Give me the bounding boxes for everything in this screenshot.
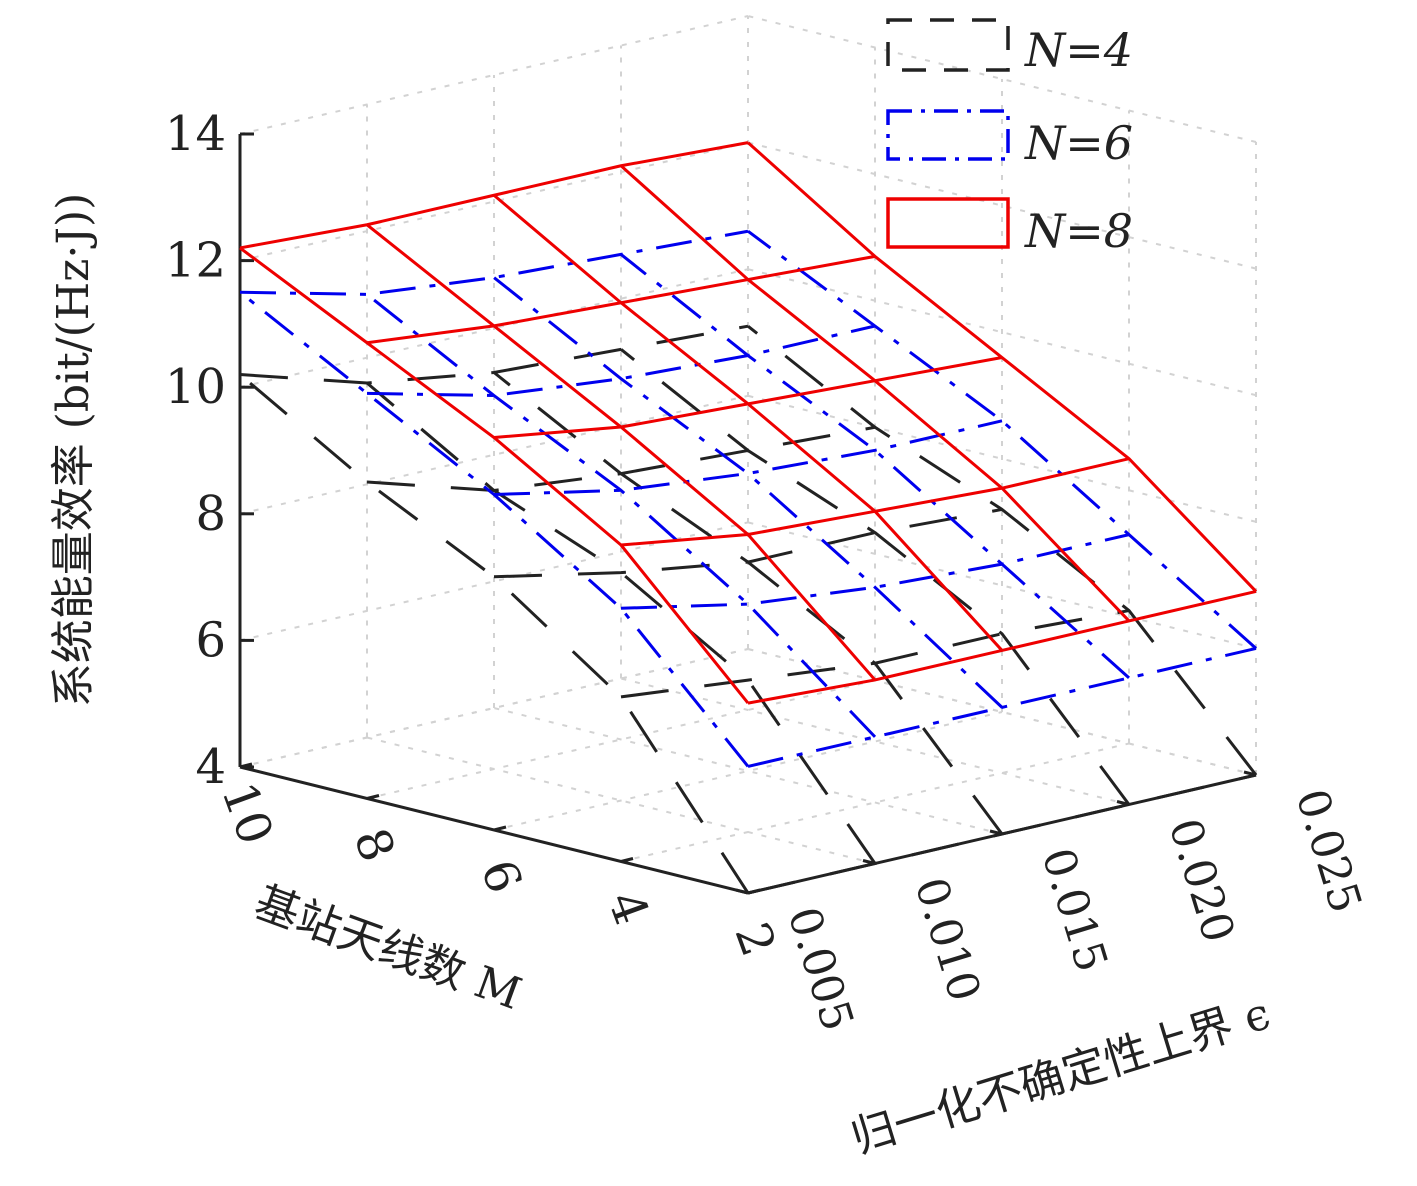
- grid-line-floor-eps: [366, 736, 876, 865]
- grid-line-backwall-z: [239, 15, 749, 135]
- mesh-line-m: [493, 419, 1003, 497]
- grid-line-floor-m: [493, 711, 1003, 831]
- z-axis-label: 系统能量效率 (bit/(Hz·J)): [48, 193, 99, 708]
- mesh-line-eps: [366, 293, 877, 738]
- m-tick: [620, 857, 634, 863]
- z-tick-label: 4: [195, 739, 226, 795]
- surfaces: [239, 141, 1258, 895]
- m-tick: [366, 794, 380, 800]
- mesh-line-eps: [239, 246, 750, 705]
- eps-tick-label: 0.005: [777, 901, 863, 1036]
- legend-swatch-n8: [886, 197, 1010, 249]
- z-tick-label: 12: [165, 233, 226, 289]
- grid-line-floor-m: [239, 648, 749, 768]
- m-tick-label: 8: [342, 821, 405, 869]
- grid-line-sidewall-z: [747, 268, 1257, 397]
- z-tick-label: 10: [165, 359, 226, 415]
- grid-line-floor-eps: [493, 707, 1003, 835]
- m-tick-label: 2: [723, 916, 786, 964]
- eps-tick-label: 0.025: [1285, 783, 1371, 918]
- m-tick: [493, 825, 507, 832]
- z-tick-label: 8: [195, 486, 226, 542]
- eps-tick-label: 0.015: [1031, 842, 1117, 977]
- mesh-line-m: [620, 533, 1130, 610]
- m-tick-label: 4: [596, 884, 659, 932]
- grid-line-sidewall-z: [747, 15, 1257, 143]
- mesh-line-eps: [619, 164, 1131, 622]
- legend-swatch-n4: [886, 18, 1010, 72]
- legend: N=4 N=6 N=8: [886, 18, 1133, 258]
- legend-label-n8: N=8: [1024, 204, 1133, 258]
- legend-swatch-n6: [886, 109, 1010, 161]
- m-tick-label: 6: [469, 853, 532, 901]
- eps-tick-label: 0.010: [904, 872, 990, 1007]
- surface-n4: [239, 324, 1258, 895]
- mesh-line-eps: [366, 381, 877, 865]
- mesh-line-eps: [239, 291, 750, 768]
- mesh-line-eps: [747, 324, 1258, 776]
- eps-tick-label: 0.020: [1158, 813, 1244, 948]
- mesh-line-eps: [493, 194, 1004, 652]
- grid-line-backwall-z: [239, 394, 749, 515]
- surface-n6: [239, 229, 1258, 768]
- mesh-line-m: [366, 324, 876, 398]
- mesh-line-m: [747, 589, 1257, 705]
- grid-line-sidewall-z: [747, 141, 1257, 270]
- z-tick-label: 6: [195, 612, 226, 668]
- mesh-line-eps: [746, 141, 1258, 593]
- legend-label-n6: N=6: [1024, 116, 1133, 170]
- mesh-line-m: [239, 229, 749, 296]
- grid-line-backwall-z: [239, 141, 749, 262]
- m-tick: [239, 762, 253, 769]
- z-tick-label: 14: [165, 106, 226, 162]
- mesh-line-eps: [366, 223, 877, 681]
- grid-line-floor-m: [366, 679, 876, 800]
- y-axis-label: 归一化不确定性上界 ϵ: [845, 988, 1276, 1164]
- grid-line-floor-m: [620, 742, 1130, 863]
- mesh-line-eps: [620, 348, 1131, 806]
- grid-line-floor-eps: [620, 677, 1130, 806]
- grid-line-backwall-z: [239, 268, 749, 389]
- legend-label-n4: N=4: [1024, 23, 1133, 77]
- mesh-line-eps: [493, 371, 1004, 835]
- surface-n8: [239, 141, 1258, 705]
- mesh-line-eps: [239, 373, 750, 894]
